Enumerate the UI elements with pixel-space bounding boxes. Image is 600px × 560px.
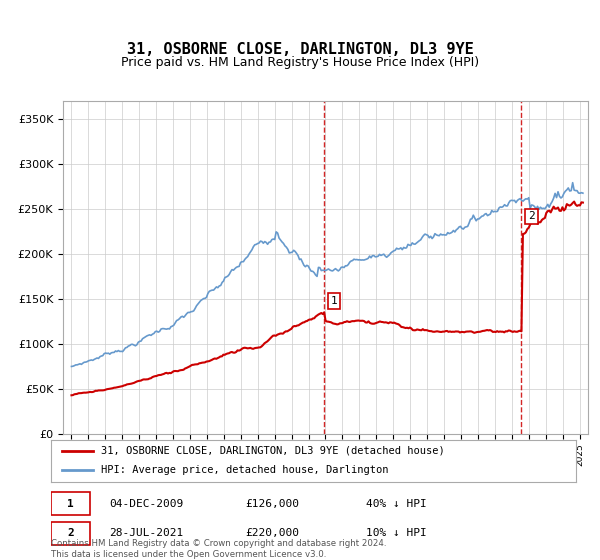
Text: 04-DEC-2009: 04-DEC-2009 [109,498,183,508]
Text: £220,000: £220,000 [245,528,299,538]
Text: 1: 1 [331,296,338,306]
Text: 40% ↓ HPI: 40% ↓ HPI [366,498,427,508]
FancyBboxPatch shape [51,492,91,515]
Text: 2: 2 [67,528,74,538]
FancyBboxPatch shape [51,522,91,544]
Text: Contains HM Land Registry data © Crown copyright and database right 2024.
This d: Contains HM Land Registry data © Crown c… [51,539,386,559]
Text: Price paid vs. HM Land Registry's House Price Index (HPI): Price paid vs. HM Land Registry's House … [121,57,479,69]
Text: £126,000: £126,000 [245,498,299,508]
Text: 10% ↓ HPI: 10% ↓ HPI [366,528,427,538]
Text: 28-JUL-2021: 28-JUL-2021 [109,528,183,538]
Text: 31, OSBORNE CLOSE, DARLINGTON, DL3 9YE (detached house): 31, OSBORNE CLOSE, DARLINGTON, DL3 9YE (… [101,446,445,456]
Text: 31, OSBORNE CLOSE, DARLINGTON, DL3 9YE: 31, OSBORNE CLOSE, DARLINGTON, DL3 9YE [127,42,473,57]
Text: 2: 2 [528,212,535,221]
Text: 1: 1 [67,498,74,508]
Text: HPI: Average price, detached house, Darlington: HPI: Average price, detached house, Darl… [101,465,388,475]
